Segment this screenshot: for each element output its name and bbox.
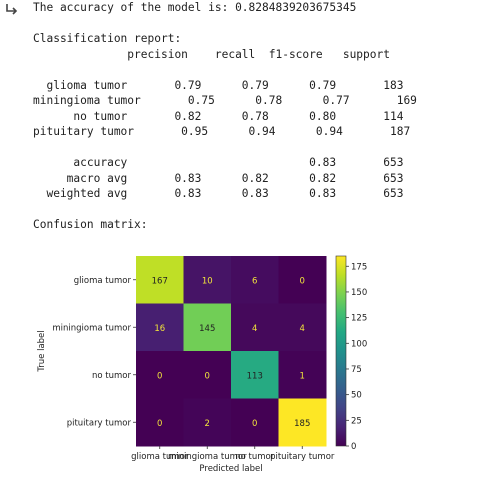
report-row: precision recall f1-score support	[33, 47, 390, 61]
cell-value-label: 0	[300, 276, 305, 286]
heatmap-cell	[136, 398, 184, 447]
colorbar-tick-label: 150	[351, 288, 367, 298]
colorbar-tick-label: 100	[351, 339, 367, 349]
colorbar-tick-label: 0	[351, 442, 356, 452]
cell-value-label: 0	[252, 419, 257, 429]
x-tick-label: glioma tumor	[131, 452, 189, 462]
cell-value-label: 4	[252, 324, 257, 334]
y-tick-label: glioma tumor	[74, 276, 132, 286]
heatmap-cell	[136, 303, 184, 352]
report-row: glioma tumor 0.79 0.79 0.79 183	[33, 78, 404, 92]
heatmap-cell	[278, 303, 327, 352]
output-arrow-icon	[6, 4, 18, 15]
y-tick-label: no tumor	[92, 371, 131, 381]
cell-value-label: 4	[300, 324, 305, 334]
cell-value-label: 167	[152, 276, 168, 286]
cell-value-label: 185	[294, 419, 310, 429]
heatmap-cell	[231, 256, 279, 304]
cell-value-label: 0	[157, 419, 162, 429]
colorbar-tick-label: 75	[351, 365, 362, 375]
report-row: weighted avg 0.83 0.83 0.83 653	[33, 187, 404, 200]
cell-value-label: 6	[252, 276, 257, 286]
accuracy-line: The accuracy of the model is: 0.82848392…	[33, 1, 357, 14]
cell-output-text: The accuracy of the model is: 0.82848392…	[33, 0, 417, 233]
heatmap-cell	[278, 398, 327, 447]
x-tick-label: no tumor	[235, 452, 274, 462]
y-axis-label: True label	[37, 330, 47, 372]
cell-value-label: 10	[202, 276, 213, 286]
y-tick-label: miningioma tumor	[52, 323, 131, 333]
report-title: Classification report:	[33, 32, 182, 45]
x-axis-label: Predicted label	[199, 464, 262, 474]
heatmap-cell	[136, 256, 184, 304]
heatmap-cell	[231, 351, 279, 399]
x-tick-label: miningioma tumor	[168, 452, 247, 462]
cell-value-label: 1	[300, 371, 305, 381]
heatmap-cell	[183, 398, 232, 447]
cell-value-label: 0	[205, 371, 210, 381]
report-row: no tumor 0.82 0.78 0.80 114	[33, 109, 404, 123]
x-tick-label: pituitary tumor	[270, 452, 335, 462]
report-row: accuracy 0.83 653	[33, 156, 404, 169]
cell-value-label: 0	[157, 371, 162, 381]
colorbar-tick-label: 25	[351, 416, 362, 426]
heatmap-cell	[278, 256, 327, 304]
report-row: miningioma tumor 0.75 0.78 0.77 169	[33, 94, 417, 107]
heatmap-cell	[231, 398, 279, 447]
cell-value-label: 2	[205, 419, 210, 429]
report-row: pituitary tumor 0.95 0.94 0.94 187	[33, 125, 411, 138]
colorbar-tick-label: 50	[351, 391, 362, 401]
confusion-title: Confusion matrix:	[33, 218, 148, 231]
cell-value-label: 145	[199, 324, 215, 334]
colorbar	[335, 255, 347, 447]
heatmap-cell	[183, 256, 232, 304]
y-tick-label: pituitary tumor	[67, 418, 132, 428]
heatmap-cell	[183, 303, 232, 352]
heatmap-cell	[278, 351, 327, 399]
cell-value-label: 16	[154, 324, 165, 334]
heatmap-cell	[183, 351, 232, 399]
colorbar-tick-label: 175	[351, 262, 367, 272]
report-row: macro avg 0.83 0.82 0.82 653	[33, 171, 404, 185]
heatmap-cell	[231, 303, 279, 352]
colorbar-tick-label: 125	[351, 314, 367, 324]
cell-value-label: 113	[247, 371, 263, 381]
heatmap-cell	[136, 351, 184, 399]
